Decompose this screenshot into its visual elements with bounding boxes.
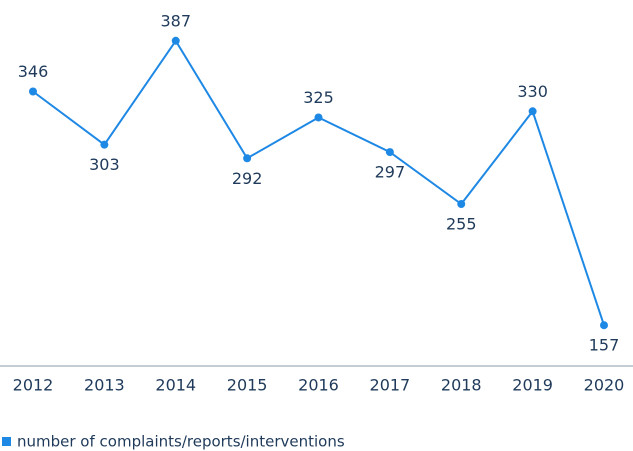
point — [457, 200, 466, 209]
point — [314, 113, 323, 122]
x-tick-label: 2020 — [584, 376, 625, 395]
data-label: 303 — [89, 155, 120, 174]
x-tick-label: 2019 — [512, 376, 553, 395]
x-tick-label: 2018 — [441, 376, 482, 395]
data-label: 292 — [232, 169, 263, 188]
x-tick-label: 2015 — [227, 376, 268, 395]
legend-swatch — [2, 437, 11, 446]
data-label: 330 — [517, 82, 548, 101]
data-label: 157 — [589, 336, 620, 355]
x-tick-label: 2014 — [155, 376, 196, 395]
point — [600, 321, 608, 330]
legend-label: number of complaints/reports/interventio… — [17, 433, 345, 451]
point — [528, 107, 537, 116]
point — [385, 148, 394, 157]
data-label: 297 — [375, 163, 406, 182]
point — [243, 154, 252, 163]
point — [171, 36, 180, 45]
data-label: 255 — [446, 215, 477, 234]
x-tick-label: 2016 — [298, 376, 339, 395]
point — [29, 87, 37, 96]
data-label: 346 — [18, 62, 49, 81]
data-label: 387 — [160, 11, 191, 30]
point — [100, 140, 109, 149]
x-tick-label: 2012 — [13, 376, 54, 395]
x-tick-label: 2017 — [370, 376, 411, 395]
data-label: 325 — [303, 88, 334, 107]
x-tick-label: 2013 — [84, 376, 125, 395]
